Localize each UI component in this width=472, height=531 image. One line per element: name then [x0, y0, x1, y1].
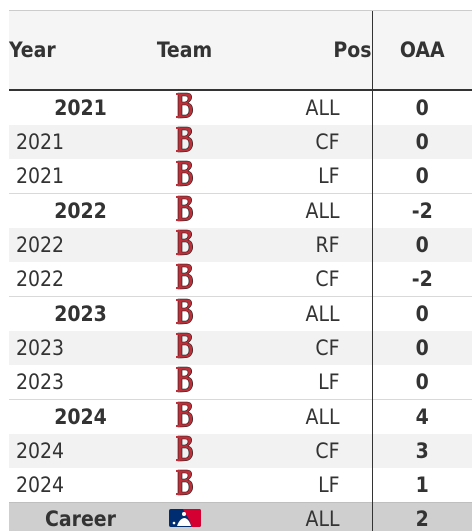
red-sox-logo-icon[interactable]	[175, 331, 195, 365]
table-row: 2022 RF 0	[9, 227, 472, 262]
table-row: 2021 CF 0	[9, 124, 472, 159]
table-row: 2022 ALL -2	[9, 193, 472, 228]
red-sox-logo-icon[interactable]	[175, 468, 195, 502]
table-row: 2021 LF 0	[9, 158, 472, 194]
year-cell: 2021	[16, 163, 65, 188]
red-sox-logo-icon[interactable]	[175, 434, 195, 468]
pos-cell: ALL	[305, 507, 340, 531]
red-sox-logo-icon[interactable]	[175, 262, 195, 296]
oaa-cell: 0	[371, 330, 472, 365]
oaa-cell: -2	[371, 193, 472, 228]
pos-cell: LF	[318, 369, 340, 394]
team-cell	[137, 331, 232, 365]
pos-cell: ALL	[305, 95, 340, 120]
table-row: 2023 LF 0	[9, 364, 472, 400]
table-row: 2023 ALL 0	[9, 296, 472, 331]
table-row: 2023 CF 0	[9, 330, 472, 365]
team-cell	[137, 193, 232, 228]
pos-column-header[interactable]: Pos	[232, 10, 372, 91]
red-sox-logo-icon[interactable]	[175, 297, 195, 331]
red-sox-logo-icon[interactable]	[175, 91, 195, 125]
oaa-cell: 0	[371, 364, 472, 399]
year-cell: 2021	[54, 95, 107, 120]
year-cell: 2024	[54, 404, 107, 429]
team-cell	[137, 125, 232, 159]
year-column-header[interactable]: Year	[9, 10, 137, 91]
career-total-row: Career ALL 2	[9, 502, 472, 531]
pos-cell: RF	[315, 232, 340, 257]
team-cell	[137, 262, 232, 297]
oaa-column-header[interactable]: OAA	[371, 10, 472, 91]
oaa-cell: 0	[371, 124, 472, 159]
pos-cell: LF	[318, 472, 340, 497]
oaa-cell: 0	[371, 227, 472, 262]
table-header-row: Year Team Pos OAA	[9, 10, 472, 91]
pos-cell: ALL	[305, 301, 340, 326]
table-row: 2024 LF 1	[9, 467, 472, 503]
team-column-header[interactable]: Team	[137, 10, 232, 91]
year-cell: 2022	[16, 266, 65, 291]
oaa-cell: 2	[371, 502, 472, 531]
oaa-cell: 0	[371, 158, 472, 193]
table-row: 2024 CF 3	[9, 433, 472, 468]
team-cell	[137, 468, 232, 503]
pos-cell: LF	[318, 163, 340, 188]
team-cell	[137, 434, 232, 468]
year-cell: 2023	[16, 369, 65, 394]
oaa-cell: 0	[371, 89, 472, 125]
team-cell	[137, 228, 232, 262]
table-row: 2024 ALL 4	[9, 399, 472, 434]
oaa-cell: -2	[371, 261, 472, 296]
red-sox-logo-icon[interactable]	[175, 159, 195, 193]
team-cell	[137, 502, 232, 531]
table-row: 2022 CF -2	[9, 261, 472, 297]
red-sox-logo-icon[interactable]	[175, 365, 195, 399]
career-label-cell: Career	[45, 507, 116, 531]
team-cell	[137, 159, 232, 194]
year-cell: 2023	[16, 335, 65, 360]
oaa-cell: 3	[371, 433, 472, 468]
year-cell: 2024	[16, 438, 65, 463]
red-sox-logo-icon[interactable]	[175, 400, 195, 434]
mlb-logo-icon	[168, 508, 201, 531]
red-sox-logo-icon[interactable]	[175, 125, 195, 159]
table-row: 2021 ALL 0	[9, 89, 472, 125]
oaa-stats-table: Year Team Pos OAA 2021 ALL 0 2021 CF 0 2…	[9, 10, 472, 531]
oaa-cell: 4	[371, 399, 472, 434]
oaa-cell: 0	[371, 296, 472, 331]
oaa-cell: 1	[371, 467, 472, 502]
pos-cell: ALL	[305, 198, 340, 223]
year-cell: 2024	[16, 472, 65, 497]
year-cell: 2023	[54, 301, 107, 326]
pos-cell: CF	[315, 335, 340, 360]
team-cell	[137, 296, 232, 331]
year-cell: 2022	[54, 198, 107, 223]
red-sox-logo-icon[interactable]	[175, 228, 195, 262]
pos-cell: CF	[315, 266, 340, 291]
pos-cell: ALL	[305, 404, 340, 429]
team-cell	[137, 90, 232, 125]
team-cell	[137, 365, 232, 400]
pos-cell: CF	[315, 438, 340, 463]
team-cell	[137, 399, 232, 434]
year-cell: 2022	[16, 232, 65, 257]
pos-cell: CF	[315, 129, 340, 154]
red-sox-logo-icon[interactable]	[175, 194, 195, 228]
year-cell: 2021	[16, 129, 65, 154]
